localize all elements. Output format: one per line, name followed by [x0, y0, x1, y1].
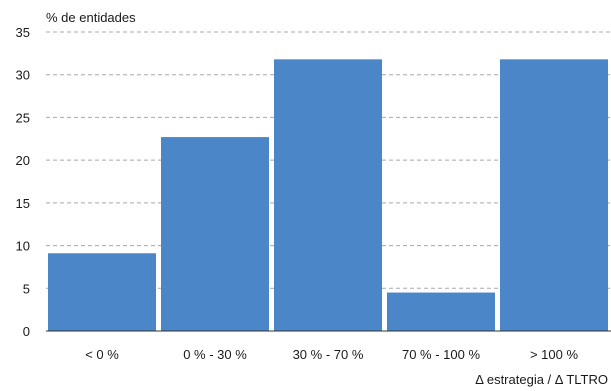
- y-tick-label: 25: [16, 110, 30, 125]
- y-tick-label: 0: [23, 324, 30, 339]
- y-axis-label: % de entidades: [46, 10, 136, 25]
- y-tick-label: 10: [16, 239, 30, 254]
- x-tick-label: < 0 %: [85, 347, 119, 362]
- bar: [387, 292, 495, 331]
- bar: [161, 137, 269, 331]
- bar: [274, 59, 382, 331]
- y-axis-ticks: 0 5 10 15 20 25 30 35: [16, 25, 30, 339]
- x-tick-label: > 100 %: [530, 347, 579, 362]
- x-axis-label: Δ estrategia / Δ TLTRO: [475, 372, 608, 387]
- y-tick-label: 20: [16, 153, 30, 168]
- x-tick-label: 0 % - 30 %: [183, 347, 247, 362]
- x-tick-label: 30 % - 70 %: [293, 347, 364, 362]
- y-tick-label: 15: [16, 196, 30, 211]
- x-tick-label: 70 % - 100 %: [402, 347, 480, 362]
- y-tick-label: 30: [16, 68, 30, 83]
- y-tick-label: 35: [16, 25, 30, 40]
- bar: [48, 253, 156, 331]
- y-tick-label: 5: [23, 281, 30, 296]
- bar: [500, 59, 608, 331]
- bars: [48, 59, 608, 331]
- x-axis-ticks: < 0 % 0 % - 30 % 30 % - 70 % 70 % - 100 % > …: [85, 347, 578, 362]
